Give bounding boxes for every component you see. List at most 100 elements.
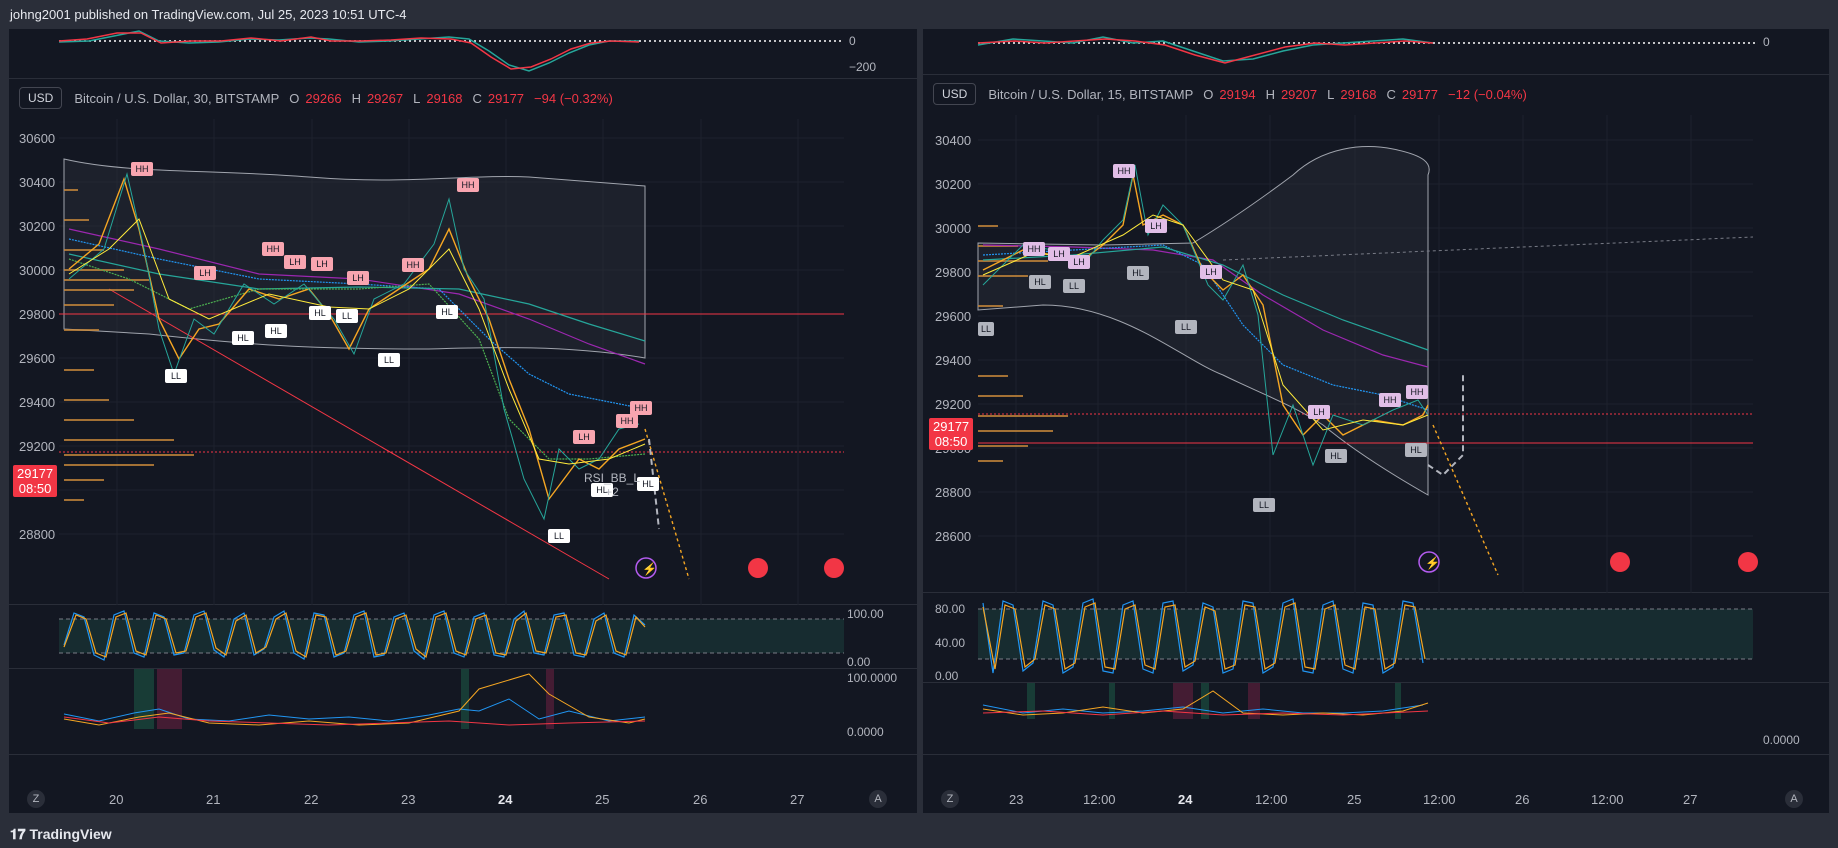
price-tick: 30000 bbox=[19, 263, 56, 278]
price-tick: 28800 bbox=[935, 485, 972, 500]
volatility-pane[interactable]: 0.0000 bbox=[923, 683, 1829, 755]
price-tick: 28800 bbox=[19, 527, 56, 542]
price-tick: 30200 bbox=[19, 219, 56, 234]
swing-label: HL bbox=[1410, 445, 1422, 455]
time-tick: 20 bbox=[109, 792, 124, 807]
price-tick: 29600 bbox=[935, 309, 972, 324]
auto-scale-button[interactable]: A bbox=[869, 790, 887, 808]
symbol-title[interactable]: Bitcoin / U.S. Dollar, 30, BITSTAMP bbox=[74, 90, 280, 106]
change-value: −12 (−0.04%) bbox=[1448, 86, 1527, 102]
swing-label: HL bbox=[314, 308, 326, 318]
close-value: 29177 bbox=[1401, 86, 1439, 102]
footer-bar: 𝟏𝟕 TradingView bbox=[0, 820, 1838, 848]
price-tick: 30200 bbox=[935, 177, 972, 192]
stoch-tick: 80.00 bbox=[935, 602, 966, 616]
swing-label: HH bbox=[1411, 387, 1424, 397]
stoch-upper-label: 100.00 bbox=[847, 607, 884, 621]
time-tick: 12:00 bbox=[1591, 792, 1624, 807]
price-tick: 29400 bbox=[19, 395, 56, 410]
price-tick: 30400 bbox=[19, 175, 56, 190]
swing-label: LH bbox=[1313, 407, 1325, 417]
close-label: C bbox=[1386, 86, 1396, 102]
lightning-icon: ⚡ bbox=[1425, 556, 1440, 570]
price-tick: 30400 bbox=[935, 133, 972, 148]
swing-label: LH bbox=[1150, 221, 1162, 231]
chart-panel-left[interactable]: 0 −200 USD Bitcoin / U.S. Dollar, 30, BI… bbox=[8, 28, 918, 814]
open-label: O bbox=[289, 90, 300, 106]
tradingview-logo[interactable]: 𝟏𝟕 TradingView bbox=[10, 826, 112, 843]
price-tick: 29400 bbox=[935, 353, 972, 368]
low-value: 29168 bbox=[1340, 86, 1377, 102]
close-value: 29177 bbox=[487, 90, 525, 106]
price-pane[interactable]: USD Bitcoin / U.S. Dollar, 30, BITSTAMP … bbox=[9, 79, 917, 605]
time-tick: 12:00 bbox=[1255, 792, 1288, 807]
time-tick: 24 bbox=[498, 792, 513, 807]
volatility-pane[interactable]: 100.0000 0.0000 bbox=[9, 669, 917, 755]
rsi-bb-annotation: RSI_BB_L +2 bbox=[584, 471, 641, 499]
zoom-button[interactable]: Z bbox=[941, 790, 959, 808]
tv-logo-icon: 𝟏𝟕 bbox=[10, 826, 30, 842]
open-value: 29266 bbox=[305, 90, 342, 106]
high-label: H bbox=[1265, 86, 1275, 102]
symbol-legend: USD Bitcoin / U.S. Dollar, 30, BITSTAMP … bbox=[19, 87, 613, 109]
high-value: 29267 bbox=[366, 90, 404, 106]
open-label: O bbox=[1203, 86, 1214, 102]
top-oscillator-plot bbox=[58, 30, 844, 72]
auto-scale-button[interactable]: A bbox=[1785, 790, 1803, 808]
swing-label: LH bbox=[352, 273, 364, 283]
price-tick: 28600 bbox=[935, 529, 972, 544]
chart-panel-right[interactable]: 0 USD Bitcoin / U.S. Dollar, 15, BITSTAM… bbox=[922, 28, 1830, 814]
high-label: H bbox=[351, 90, 361, 106]
time-axis[interactable]: Z 23 12:00 24 12:00 25 12:00 26 12:00 27… bbox=[923, 787, 1829, 813]
high-value: 29207 bbox=[1280, 86, 1318, 102]
time-tick: 12:00 bbox=[1083, 792, 1116, 807]
zoom-button[interactable]: Z bbox=[27, 790, 45, 808]
stoch-tick: 40.00 bbox=[935, 636, 966, 650]
stochastic-plot bbox=[978, 598, 1753, 674]
swing-label: HH bbox=[635, 403, 648, 413]
time-axis[interactable]: Z 20 21 22 23 24 25 26 27 A bbox=[9, 787, 917, 813]
low-label: L bbox=[1327, 86, 1335, 102]
swing-label: HL bbox=[1034, 277, 1046, 287]
swing-label: HH bbox=[621, 416, 634, 426]
top-oscillator-pane[interactable]: 0 bbox=[923, 29, 1829, 75]
swing-label: LL bbox=[384, 355, 394, 365]
swing-label: HH bbox=[407, 260, 420, 270]
swing-label: LH bbox=[1205, 267, 1217, 277]
swing-label: HH bbox=[1384, 395, 1397, 405]
price-tick: 29200 bbox=[935, 397, 972, 412]
stochastic-pane[interactable]: 100.00 0.00 bbox=[9, 605, 917, 669]
price-plot: HH LH HH LH LH LH LH HH HH HL LL HL LL L… bbox=[977, 115, 1758, 593]
vol-lower-label: 0.0000 bbox=[847, 725, 884, 739]
swing-label: LH bbox=[1053, 249, 1065, 259]
price-pane[interactable]: USD Bitcoin / U.S. Dollar, 15, BITSTAMP … bbox=[923, 75, 1829, 593]
swing-label: HL bbox=[596, 485, 608, 495]
us-flag-icon bbox=[824, 558, 844, 578]
symbol-title[interactable]: Bitcoin / U.S. Dollar, 15, BITSTAMP bbox=[988, 86, 1194, 102]
us-flag-icon bbox=[1738, 552, 1758, 572]
top-oscillator-plot bbox=[977, 36, 1758, 64]
stochastic-pane[interactable]: 80.00 40.00 0.00 bbox=[923, 593, 1829, 683]
bar-countdown: 08:50 bbox=[18, 481, 52, 496]
top-oscillator-pane[interactable]: 0 −200 bbox=[9, 29, 917, 79]
price-tick: 29800 bbox=[935, 265, 972, 280]
currency-button[interactable]: USD bbox=[933, 83, 977, 105]
swing-label: HH bbox=[136, 164, 149, 174]
tv-logo-text: TradingView bbox=[29, 826, 112, 842]
stoch-tick: 0.00 bbox=[935, 669, 959, 683]
stoch-lower-label: 0.00 bbox=[847, 655, 871, 669]
current-price-tag: 29177 08:50 bbox=[929, 418, 974, 450]
swing-label: HL bbox=[1330, 451, 1342, 461]
lightning-icon bbox=[635, 557, 657, 579]
currency-button[interactable]: USD bbox=[19, 87, 63, 109]
top-osc-neg-label: −200 bbox=[849, 60, 877, 74]
swing-label: LL bbox=[342, 311, 352, 321]
swing-label: HL bbox=[1132, 268, 1144, 278]
swing-label: LL bbox=[1069, 281, 1079, 291]
lightning-icon: ⚡ bbox=[642, 562, 657, 576]
current-price: 29177 bbox=[933, 419, 970, 434]
low-value: 29168 bbox=[426, 90, 463, 106]
volatility-plot bbox=[63, 669, 646, 729]
change-value: −94 (−0.32%) bbox=[534, 90, 613, 106]
price-tick: 29800 bbox=[19, 307, 56, 322]
